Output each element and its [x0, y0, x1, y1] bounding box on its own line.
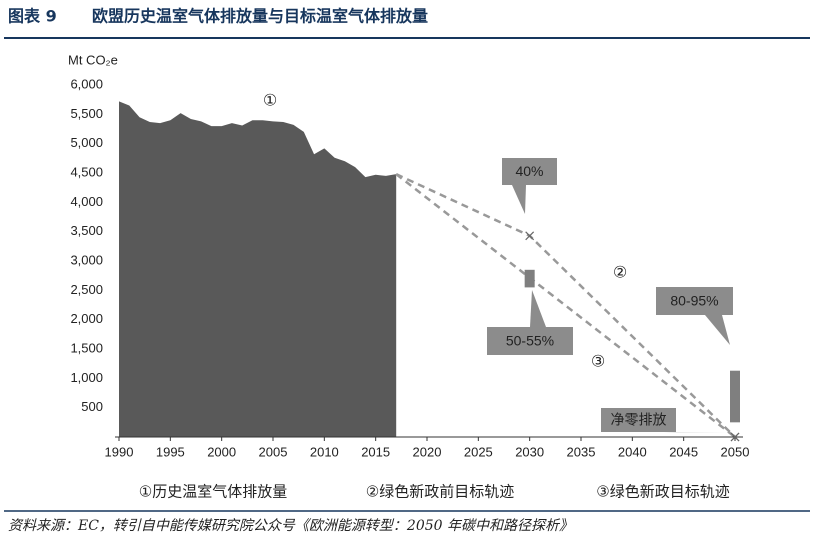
chart-title: 欧盟历史温室气体排放量与目标温室气体排放量	[92, 7, 428, 26]
y-tick-label: 3,500	[70, 223, 103, 238]
target-marker	[730, 432, 740, 442]
x-tick-label: 2045	[669, 444, 698, 459]
y-tick-label: 2,000	[70, 311, 103, 326]
x-tick-label: 2050	[721, 444, 750, 459]
target-range	[730, 370, 740, 423]
y-tick-label: 4,000	[70, 194, 103, 209]
callout-box	[502, 158, 557, 185]
legend-entry: ①历史温室气体排放量	[139, 483, 287, 501]
callout-pointer	[512, 185, 526, 214]
x-tick-label: 2040	[618, 444, 647, 459]
y-tick-label: 1,000	[70, 370, 103, 385]
title-label: 图表 9	[8, 7, 57, 26]
callout-label: 80-95%	[670, 293, 718, 309]
series-marker: ③	[591, 352, 605, 371]
y-tick-label: 6,000	[70, 76, 103, 91]
area	[119, 101, 397, 437]
x-tick-label: 2025	[464, 444, 493, 459]
y-tick-label: 4,500	[70, 164, 103, 179]
legend-entry: ②绿色新政前目标轨迹	[366, 483, 514, 501]
series-marker: ①	[263, 91, 277, 110]
callout-pointer	[530, 290, 546, 327]
callout-box	[601, 408, 676, 432]
y-tick-label: 1,500	[70, 340, 103, 355]
callout-pointer	[664, 432, 728, 433]
callout-box	[487, 327, 573, 355]
y-tick-label: 2,500	[70, 282, 103, 297]
y-tick-label: 5,500	[70, 106, 103, 121]
y-tick-label: 5,000	[70, 135, 103, 150]
x-tick-label: 2020	[413, 444, 442, 459]
x-tick-label: 2030	[515, 444, 544, 459]
callout-pointer	[705, 315, 730, 345]
source: 资料来源：EC，转引自中能传媒研究院公众号《欧洲能源转型：2050 年碳中和路径…	[8, 518, 573, 534]
callout-label: 净零排放	[611, 412, 667, 428]
x-tick-label: 2005	[259, 444, 288, 459]
y-tick-label: 500	[81, 399, 103, 414]
callout-box	[656, 287, 733, 315]
legend-entry: ③绿色新政目标轨迹	[596, 483, 729, 501]
x-tick-label: 1990	[105, 444, 134, 459]
x-tick-label: 2015	[361, 444, 390, 459]
x-tick-label: 2035	[567, 444, 596, 459]
x-tick-label: 2010	[310, 444, 339, 459]
x-tick-label: 1995	[156, 444, 185, 459]
target-range	[524, 269, 535, 288]
callout-label: 50-55%	[506, 333, 554, 349]
x-tick-label: 2000	[207, 444, 236, 459]
y-axis-label: Mt CO₂e	[68, 52, 118, 67]
target-marker	[525, 231, 535, 241]
y-tick-label: 3,000	[70, 252, 103, 267]
callout-label: 40%	[515, 163, 543, 179]
series-marker: ②	[613, 263, 627, 282]
